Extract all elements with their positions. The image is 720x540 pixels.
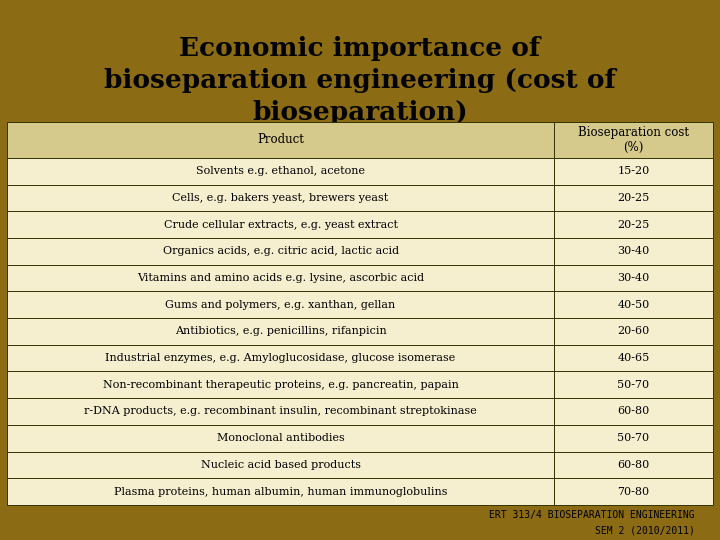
Bar (7, 211, 554, 238)
Text: Plasma proteins, human albumin, human immunoglobulins: Plasma proteins, human albumin, human im… (114, 487, 447, 497)
Text: 60-80: 60-80 (617, 407, 649, 416)
Bar (554, 122, 713, 158)
Text: 20-60: 20-60 (617, 326, 649, 336)
Bar (7, 185, 554, 211)
Text: 60-80: 60-80 (617, 460, 649, 470)
Text: Gums and polymers, e.g. xanthan, gellan: Gums and polymers, e.g. xanthan, gellan (166, 300, 396, 310)
Bar (554, 238, 713, 265)
Bar (554, 451, 713, 478)
Bar (7, 478, 554, 505)
Text: 40-50: 40-50 (617, 300, 649, 310)
Bar (7, 318, 554, 345)
Text: 15-20: 15-20 (617, 166, 649, 176)
Bar (7, 425, 554, 451)
Bar (554, 318, 713, 345)
Text: Solvents e.g. ethanol, acetone: Solvents e.g. ethanol, acetone (196, 166, 365, 176)
Bar (7, 158, 554, 185)
Bar (554, 398, 713, 425)
Text: Monoclonal antibodies: Monoclonal antibodies (217, 433, 344, 443)
Bar (554, 292, 713, 318)
Text: Vitamins and amino acids e.g. lysine, ascorbic acid: Vitamins and amino acids e.g. lysine, as… (137, 273, 424, 283)
Text: Crude cellular extracts, e.g. yeast extract: Crude cellular extracts, e.g. yeast extr… (163, 220, 397, 229)
Text: Economic importance of
bioseparation engineering (cost of
bioseparation): Economic importance of bioseparation eng… (104, 36, 616, 125)
Text: Antibiotics, e.g. penicillins, rifanpicin: Antibiotics, e.g. penicillins, rifanpici… (175, 326, 387, 336)
Bar (7, 398, 554, 425)
Bar (554, 158, 713, 185)
Text: Cells, e.g. bakers yeast, brewers yeast: Cells, e.g. bakers yeast, brewers yeast (173, 193, 389, 203)
Text: Industrial enzymes, e.g. Amyloglucosidase, glucose isomerase: Industrial enzymes, e.g. Amyloglucosidas… (106, 353, 456, 363)
Text: 30-40: 30-40 (617, 246, 649, 256)
Bar (554, 478, 713, 505)
Text: SEM 2 (2010/2011): SEM 2 (2010/2011) (595, 525, 695, 535)
Bar (554, 345, 713, 372)
Text: Non-recombinant therapeutic proteins, e.g. pancreatin, papain: Non-recombinant therapeutic proteins, e.… (103, 380, 459, 390)
Bar (7, 451, 554, 478)
Bar (7, 265, 554, 292)
Text: Nucleic acid based products: Nucleic acid based products (201, 460, 361, 470)
Bar (7, 345, 554, 372)
Text: Bioseparation cost
(%): Bioseparation cost (%) (578, 126, 689, 154)
Text: 70-80: 70-80 (617, 487, 649, 497)
Text: ERT 313/4 BIOSEPARATION ENGINEERING: ERT 313/4 BIOSEPARATION ENGINEERING (489, 510, 695, 519)
Bar (554, 372, 713, 398)
Text: 40-65: 40-65 (617, 353, 649, 363)
Bar (554, 425, 713, 451)
Text: 20-25: 20-25 (617, 193, 649, 203)
Bar (7, 122, 554, 158)
Text: Product: Product (257, 133, 304, 146)
Bar (554, 211, 713, 238)
Bar (554, 185, 713, 211)
Text: 30-40: 30-40 (617, 273, 649, 283)
Bar (7, 372, 554, 398)
Bar (7, 238, 554, 265)
Bar (554, 265, 713, 292)
Text: Organics acids, e.g. citric acid, lactic acid: Organics acids, e.g. citric acid, lactic… (163, 246, 399, 256)
Bar (7, 292, 554, 318)
Text: 50-70: 50-70 (617, 433, 649, 443)
Text: 20-25: 20-25 (617, 220, 649, 229)
Text: 50-70: 50-70 (617, 380, 649, 390)
Text: r-DNA products, e.g. recombinant insulin, recombinant streptokinase: r-DNA products, e.g. recombinant insulin… (84, 407, 477, 416)
